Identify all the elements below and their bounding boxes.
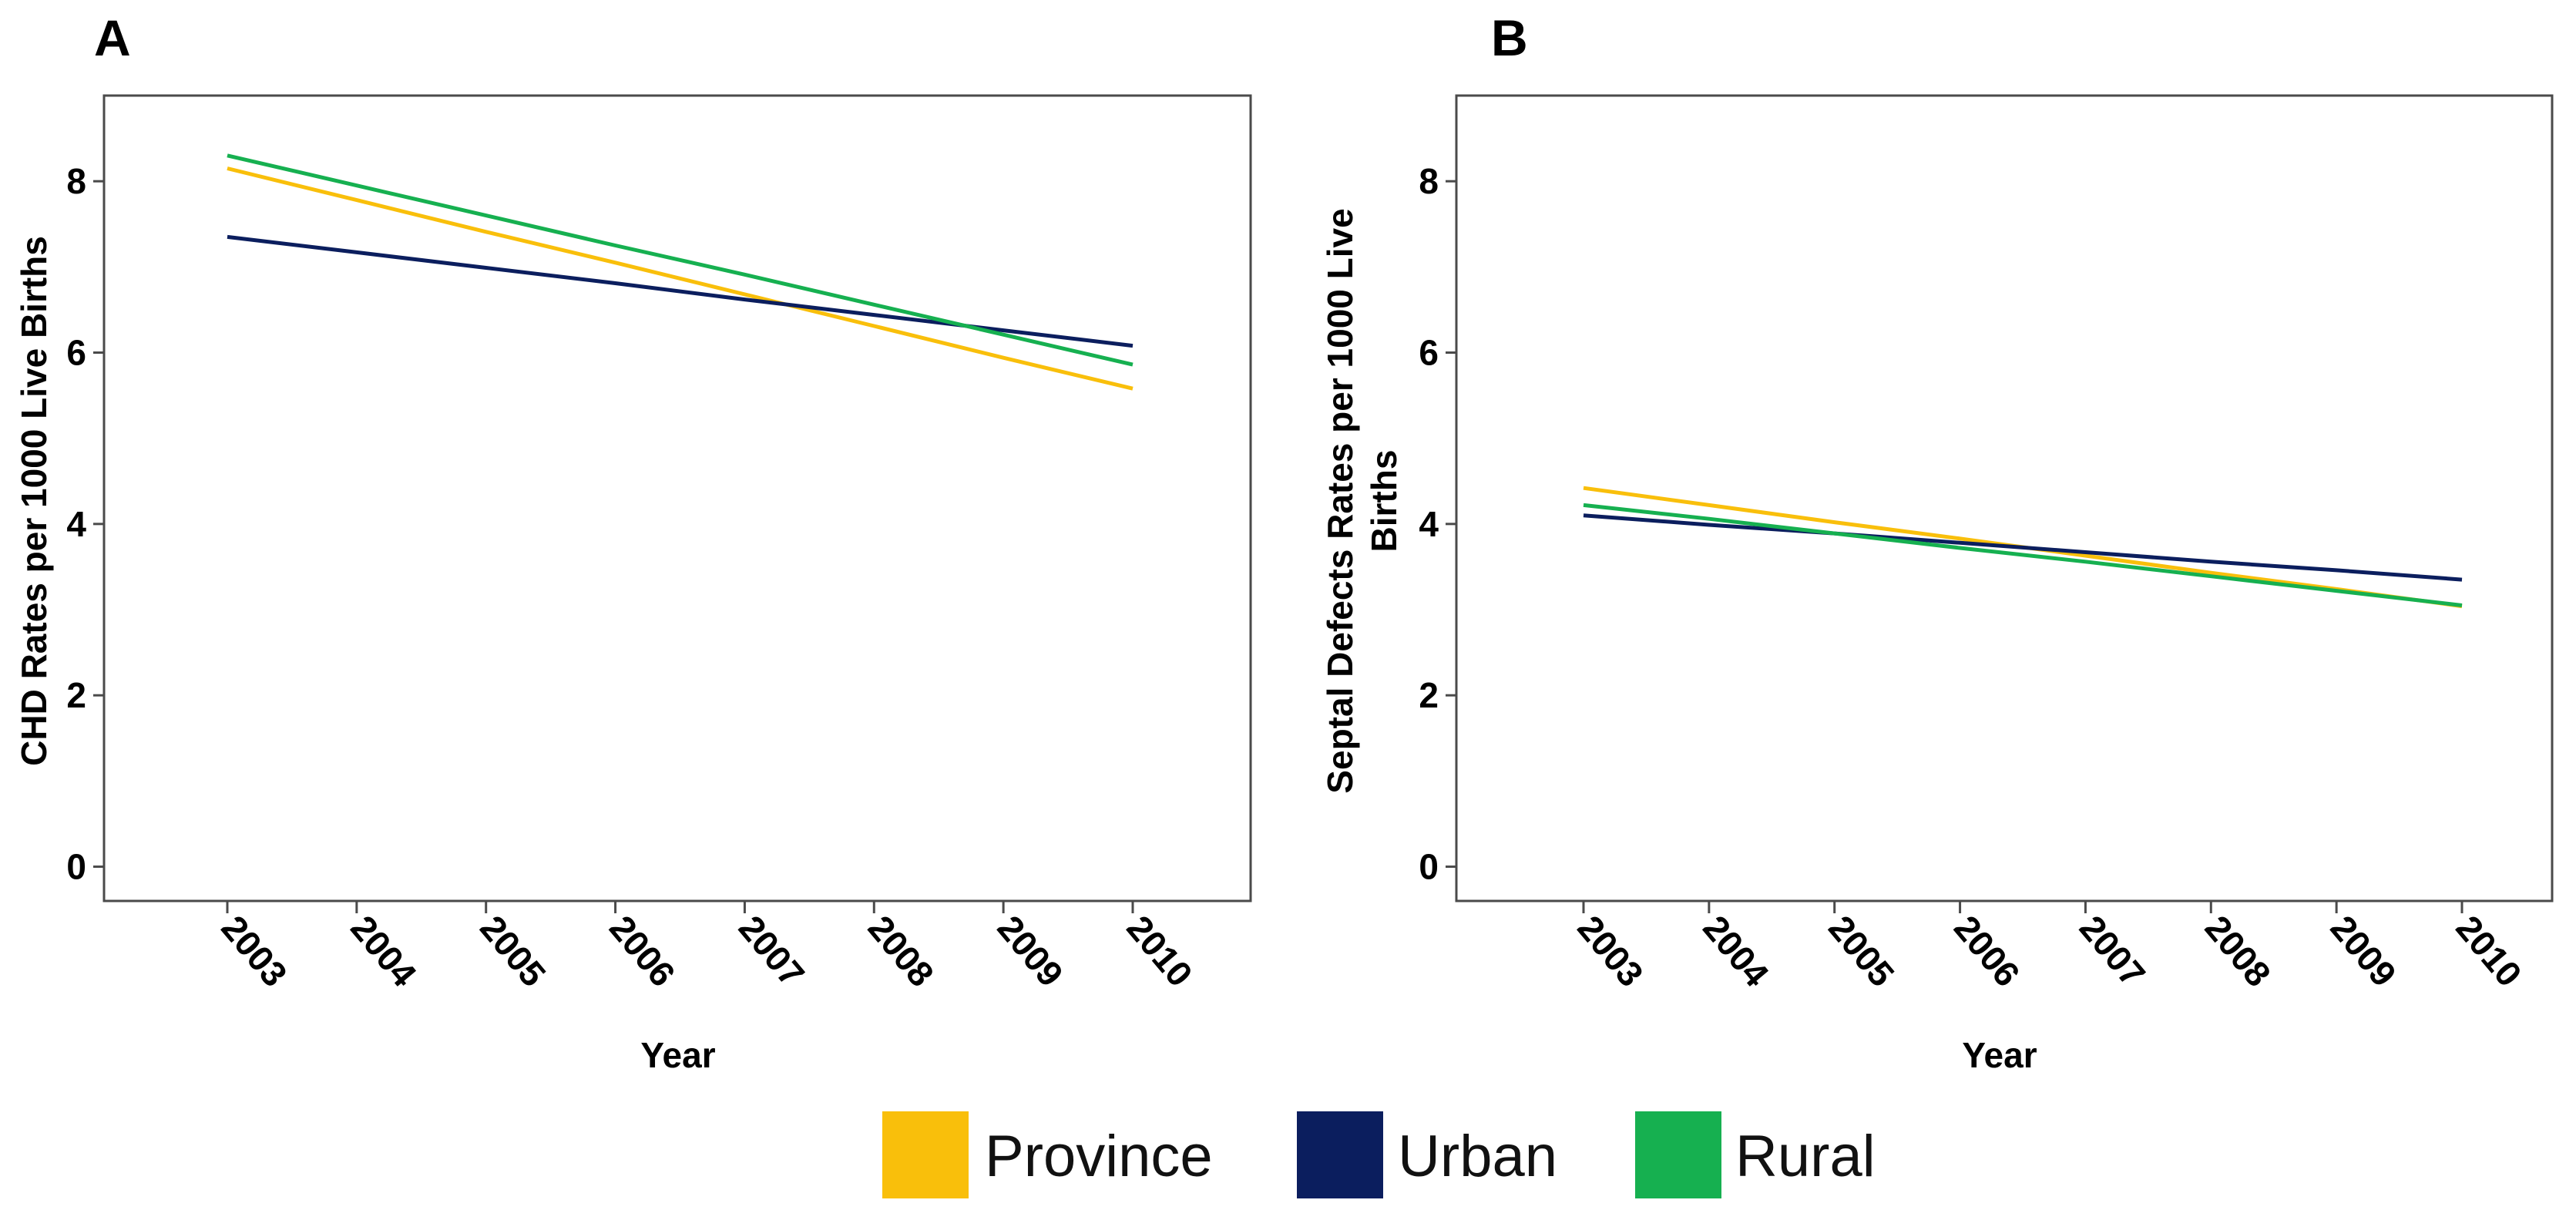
legend-swatch-urban xyxy=(1297,1111,1383,1198)
legend-label-province: Province xyxy=(985,1124,1213,1189)
panel-a-x-tick-label: 2009 xyxy=(989,908,1071,994)
panel-b-y-axis-title-line-1: Septal Defects Rates per 1000 Live xyxy=(1320,208,1360,793)
panel-a-x-tick-label: 2008 xyxy=(861,908,942,994)
panel-a-y-tick-label: 6 xyxy=(66,333,86,373)
panel-a-x-tick-label: 2003 xyxy=(213,908,295,994)
panel-b-y-axis: 0 2 4 6 8 xyxy=(1419,161,1456,887)
panel-a-x-tick-label: 2010 xyxy=(1119,908,1201,994)
panel-b-y-axis-title-line-2: Births xyxy=(1364,450,1404,553)
panel-a-plot-frame xyxy=(102,94,1252,902)
panel-b-x-tick-label: 2009 xyxy=(2322,908,2404,994)
legend-label-urban: Urban xyxy=(1398,1124,1557,1189)
panel-b-x-axis-title: Year xyxy=(1962,1035,2037,1075)
panel-a-x-tick-label: 2004 xyxy=(343,908,425,994)
panel-b: B 0 2 4 6 8 2003 2004 2005 2006 2007 2008 2009 2010… xyxy=(1320,9,2554,1075)
panel-b-x-axis: 2003 2004 2005 2006 2007 2008 2009 2010 xyxy=(1570,901,2530,994)
panel-a-x-tick-label: 2006 xyxy=(602,908,683,994)
panel-b-x-tick-label: 2006 xyxy=(1946,908,2028,994)
panel-a-line-urban xyxy=(227,234,1134,348)
panel-b-y-tick-label: 4 xyxy=(1419,504,1439,544)
panel-b-y-tick-label: 6 xyxy=(1419,333,1439,373)
panel-a-y-axis-title: CHD Rates per 1000 Live Births xyxy=(14,236,54,766)
panel-a-lines xyxy=(227,153,1134,391)
panel-a-line-province xyxy=(227,166,1134,391)
panel-a-y-tick-label: 0 xyxy=(66,847,86,887)
panel-a-letter: A xyxy=(94,9,131,66)
panel-a: A 0 2 4 6 8 2003 2004 2005 2006 2007 2008 2009 2010… xyxy=(14,9,1252,1075)
panel-b-x-tick-label: 2010 xyxy=(2448,908,2530,994)
panel-b-x-tick-label: 2005 xyxy=(1821,908,1903,994)
legend: Province Urban Rural xyxy=(882,1111,1876,1198)
panel-b-x-tick-label: 2004 xyxy=(1695,908,1777,994)
panel-a-y-tick-label: 4 xyxy=(66,504,86,544)
panel-a-x-axis-title: Year xyxy=(640,1035,715,1075)
panel-a-x-tick-label: 2007 xyxy=(731,908,813,994)
panel-a-y-tick-label: 2 xyxy=(66,675,86,715)
panel-b-x-tick-label: 2008 xyxy=(2198,908,2279,994)
panel-a-x-tick-label: 2005 xyxy=(472,908,554,994)
panel-b-letter: B xyxy=(1491,9,1528,66)
legend-swatch-rural xyxy=(1635,1111,1721,1198)
panel-b-y-tick-label: 2 xyxy=(1419,675,1439,715)
panel-b-lines xyxy=(1583,486,2463,609)
panel-a-y-axis: 0 2 4 6 8 xyxy=(66,161,104,887)
panel-b-x-tick-label: 2003 xyxy=(1570,908,1651,994)
panel-b-y-tick-label: 8 xyxy=(1419,161,1439,201)
panel-b-line-urban xyxy=(1583,513,2463,582)
legend-swatch-province xyxy=(882,1111,969,1198)
panel-a-line-rural xyxy=(227,153,1134,367)
panel-b-plot-frame xyxy=(1455,94,2554,902)
legend-label-rural: Rural xyxy=(1735,1124,1876,1189)
panel-a-x-axis: 2003 2004 2005 2006 2007 2008 2009 2010 xyxy=(213,901,1201,994)
panel-b-x-tick-label: 2007 xyxy=(2072,908,2154,994)
panel-b-y-tick-label: 0 xyxy=(1419,847,1439,887)
panel-a-y-tick-label: 8 xyxy=(66,161,86,201)
panel-b-line-rural xyxy=(1583,502,2463,607)
